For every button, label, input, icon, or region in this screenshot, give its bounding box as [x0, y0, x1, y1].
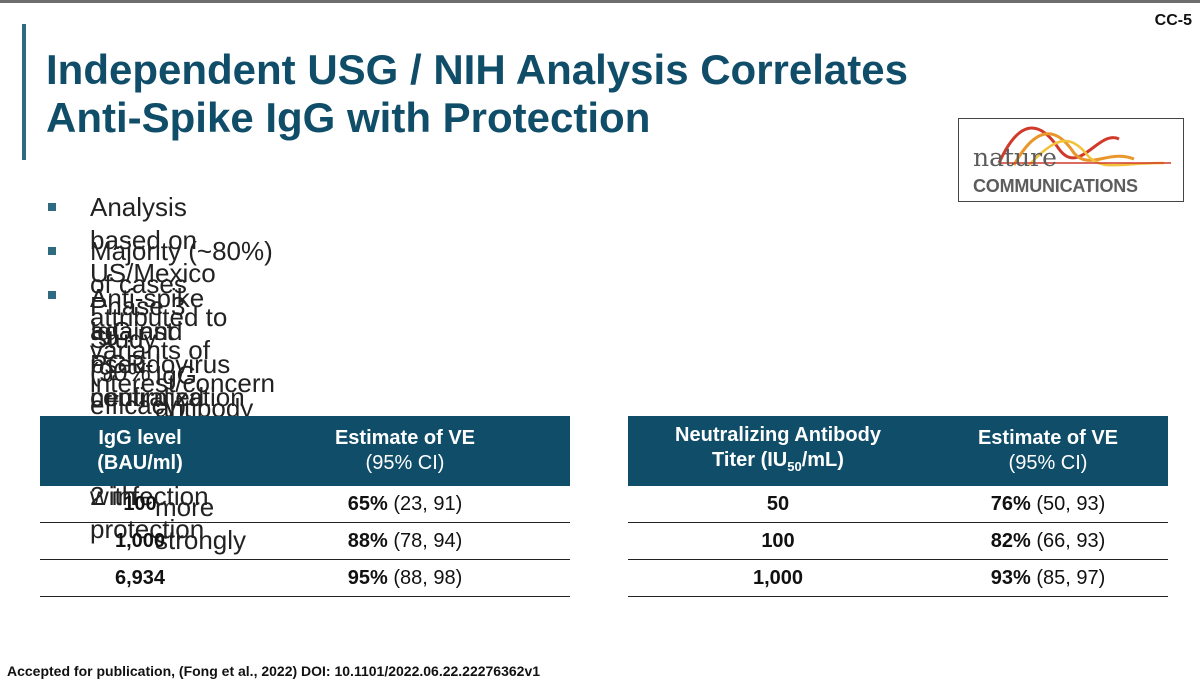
ve-value: 82%: [990, 529, 1031, 552]
logo-wave-icon: [997, 126, 1171, 167]
ve-cell: 76% (50, 93): [928, 486, 1168, 523]
ve-value: 95%: [347, 566, 388, 589]
nab-titer-cell: 100: [628, 522, 928, 560]
ci-value: (88, 98): [387, 566, 463, 589]
header-text: Estimate of VE: [977, 427, 1119, 449]
ve-value: 93%: [990, 566, 1031, 589]
table-row: 100 82% (66, 93): [628, 522, 1168, 560]
title-accent-bar: [22, 24, 26, 160]
header-text-part: Titer (IU: [712, 449, 788, 471]
nab-ve-table: Neutralizing Antibody Titer (IU50/mL) Es…: [628, 416, 1168, 597]
header-text: Estimate of VE: [334, 427, 476, 449]
ve-cell: 95% (88, 98): [240, 559, 570, 597]
ci-value: (50, 93): [1030, 492, 1106, 515]
bullet-majority: Majority (~80%) of cases attributed to v…: [90, 236, 275, 398]
ci-value: (78, 94): [387, 529, 463, 552]
ve-value: 88%: [347, 529, 388, 552]
table-row: 6,934 95% (88, 98): [40, 559, 570, 597]
slide-title: Independent USG / NIH Analysis Correlate…: [46, 46, 908, 142]
nature-communications-logo: nature COMMUNICATIONS: [958, 118, 1184, 202]
header-text: (BAU/ml): [97, 452, 183, 474]
table-header-row: IgG level (BAU/ml) Estimate of VE (95% C…: [40, 416, 570, 486]
igg-ve-table: IgG level (BAU/ml) Estimate of VE (95% C…: [40, 416, 570, 597]
ci-value: (66, 93): [1030, 529, 1106, 552]
header-subtext: (95% CI): [1008, 452, 1088, 474]
ve-value: 65%: [347, 492, 388, 515]
ve-value: 76%: [990, 492, 1031, 515]
citation-footer: Accepted for publication, (Fong et al., …: [7, 663, 541, 679]
bullet-analysis: Analysis based on US/Mexico Phase 3 Stud…: [90, 192, 216, 420]
logo-communications-text: COMMUNICATIONS: [973, 176, 1138, 196]
table-row: 1,000 93% (85, 97): [628, 559, 1168, 597]
table-row: 50 76% (50, 93): [628, 486, 1168, 523]
header-text: IgG level: [98, 427, 182, 449]
ve-cell: 65% (23, 91): [240, 486, 570, 523]
title-line-1: Independent USG / NIH Analysis Correlate…: [46, 46, 908, 93]
header-subscript: 50: [787, 459, 802, 474]
nab-titer-cell: 1,000: [628, 559, 928, 597]
title-line-2: Anti-Spike IgG with Protection: [46, 94, 651, 141]
header-text: Neutralizing Antibody: [675, 424, 881, 446]
logo-nature-text: nature: [973, 143, 1057, 172]
sub-bullet-marker: o: [103, 366, 114, 386]
nab-titer-header: Neutralizing Antibody Titer (IU50/mL): [628, 416, 928, 486]
bullet-marker: [48, 203, 56, 211]
ci-value: (23, 91): [387, 492, 463, 515]
ve-cell: 82% (66, 93): [928, 522, 1168, 560]
table-row: 100 65% (23, 91): [40, 486, 570, 523]
ve-estimate-header: Estimate of VE (95% CI): [928, 416, 1168, 486]
ci-value: (85, 97): [1030, 566, 1106, 589]
igg-level-cell: 100: [40, 486, 240, 523]
table-header-row: Neutralizing Antibody Titer (IU50/mL) Es…: [628, 416, 1168, 486]
slide-number: CC-5: [1154, 12, 1192, 29]
igg-level-cell: 6,934: [40, 559, 240, 597]
table-row: 1,000 88% (78, 94): [40, 522, 570, 560]
igg-level-header: IgG level (BAU/ml): [40, 416, 240, 486]
header-text: Titer (IU50/mL): [712, 449, 844, 474]
nab-titer-cell: 50: [628, 486, 928, 523]
ve-cell: 93% (85, 97): [928, 559, 1168, 597]
bullet-marker: [48, 247, 56, 255]
header-text-part: /mL): [801, 449, 844, 471]
ve-estimate-header: Estimate of VE (95% CI): [240, 416, 570, 486]
bullet-marker: [48, 291, 56, 299]
top-rule: [0, 0, 1200, 3]
ve-cell: 88% (78, 94): [240, 522, 570, 560]
header-subtext: (95% CI): [365, 452, 445, 474]
igg-level-cell: 1,000: [40, 522, 240, 560]
